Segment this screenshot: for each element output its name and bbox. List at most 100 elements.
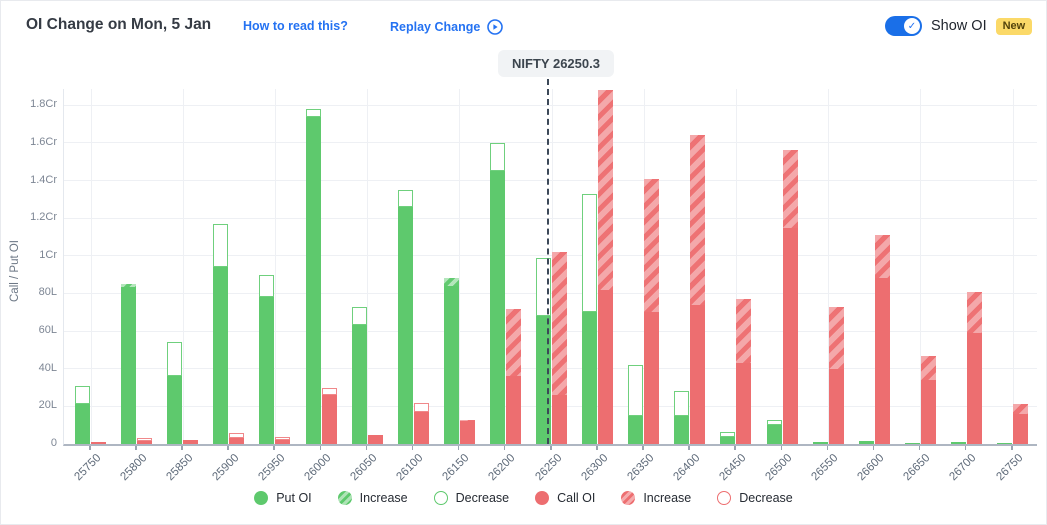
nifty-price-label: NIFTY 26250.3: [498, 50, 614, 77]
x-tick-label: 25950: [256, 452, 288, 484]
call-bar[interactable]: [1013, 404, 1028, 444]
call-bar[interactable]: [321, 387, 337, 444]
x-tick: [734, 446, 736, 450]
put-decrease-segment: [766, 419, 782, 426]
call-oi-segment: [505, 376, 521, 444]
put-bar[interactable]: [766, 419, 782, 444]
x-tick-label: 25850: [164, 452, 196, 484]
legend-item-red-solid[interactable]: Call OI: [535, 491, 595, 505]
call-bar[interactable]: [874, 235, 890, 444]
legend-label: Increase: [359, 491, 408, 505]
grid-line-v: [1012, 89, 1014, 444]
put-bar[interactable]: [858, 441, 874, 444]
call-bar[interactable]: [367, 434, 383, 444]
replay-change-link[interactable]: Replay Change: [390, 19, 504, 35]
put-oi-segment: [351, 325, 367, 444]
call-bar[interactable]: [183, 440, 199, 444]
put-bar[interactable]: [904, 443, 920, 444]
call-increase-segment: [552, 252, 567, 396]
grid-line-v: [459, 89, 461, 444]
call-bar[interactable]: [137, 438, 153, 444]
call-bar[interactable]: [828, 306, 844, 444]
x-tick-label: 26000: [302, 452, 334, 484]
x-tick: [964, 446, 967, 450]
put-bar[interactable]: [628, 364, 644, 444]
call-increase-segment: [920, 355, 936, 381]
hatched-circle-icon: [337, 491, 352, 505]
put-bar[interactable]: [351, 306, 367, 444]
legend-item-green-outline[interactable]: Decrease: [433, 491, 509, 505]
call-increase-segment: [736, 299, 752, 364]
legend-item-green-hatch[interactable]: Increase: [337, 491, 408, 505]
put-bar[interactable]: [121, 284, 137, 444]
x-tick-label: 26700: [947, 452, 979, 484]
legend-item-green-solid[interactable]: Put OI: [254, 491, 312, 505]
put-decrease-segment: [628, 364, 644, 416]
put-bar[interactable]: [397, 189, 413, 444]
call-bar[interactable]: [229, 432, 245, 444]
x-tick-label: 25750: [71, 452, 103, 484]
call-oi-segment: [598, 289, 614, 444]
call-oi-segment: [782, 227, 798, 444]
call-bar[interactable]: [644, 178, 660, 444]
call-bar[interactable]: [275, 436, 291, 444]
x-tick: [826, 446, 829, 450]
legend-item-red-outline[interactable]: Decrease: [717, 491, 793, 505]
show-oi-label: Show OI: [931, 18, 987, 34]
call-increase-segment: [874, 235, 890, 279]
put-bar[interactable]: [213, 223, 229, 444]
put-bar[interactable]: [259, 274, 275, 444]
put-oi-segment: [213, 267, 229, 444]
put-bar[interactable]: [950, 442, 966, 444]
put-oi-segment: [489, 171, 505, 444]
x-tick-label: 26600: [855, 452, 887, 484]
put-oi-segment: [674, 415, 690, 444]
y-tick-label: 20L: [38, 399, 57, 412]
y-tick-label: 0: [50, 437, 57, 449]
put-bar[interactable]: [582, 193, 598, 444]
show-oi-toggle[interactable]: ✓: [885, 16, 922, 36]
legend-item-red-hatch[interactable]: Increase: [621, 491, 691, 505]
put-bar[interactable]: [720, 431, 736, 444]
call-bar[interactable]: [920, 355, 936, 444]
call-bar[interactable]: [690, 135, 706, 444]
put-oi-segment: [121, 286, 137, 444]
put-bar[interactable]: [167, 342, 183, 444]
put-oi-segment: [305, 116, 321, 444]
call-increase-segment: [828, 306, 844, 369]
put-bar[interactable]: [812, 441, 828, 444]
x-tick-label: 26550: [809, 452, 841, 484]
new-badge: New: [995, 17, 1033, 35]
call-bar[interactable]: [736, 299, 752, 444]
call-decrease-segment: [275, 436, 291, 441]
call-bar[interactable]: [966, 291, 982, 444]
put-bar[interactable]: [674, 391, 690, 444]
put-decrease-segment: [167, 342, 183, 377]
put-increase-segment: [121, 284, 137, 287]
grid-line-v: [90, 89, 92, 444]
chart-legend: Put OI Increase Decrease Call OI Increase Dec…: [1, 491, 1046, 505]
y-tick-label: 1.8Cr: [30, 98, 57, 111]
call-bar[interactable]: [413, 402, 429, 444]
put-bar[interactable]: [489, 142, 505, 444]
call-oi-segment: [229, 438, 245, 444]
put-bar[interactable]: [305, 109, 321, 444]
put-bar[interactable]: [997, 443, 1012, 444]
filled-circle-icon: [254, 491, 269, 505]
put-bar[interactable]: [443, 278, 459, 444]
call-bar[interactable]: [91, 442, 106, 444]
play-icon[interactable]: [487, 19, 504, 35]
call-bar[interactable]: [552, 252, 567, 444]
grid-line-v: [367, 89, 369, 444]
x-tick-label: 26450: [717, 452, 749, 484]
call-bar[interactable]: [459, 419, 475, 444]
call-bar[interactable]: [505, 308, 521, 444]
call-bar[interactable]: [598, 90, 614, 444]
grid-line-v: [735, 89, 737, 444]
put-bar[interactable]: [75, 385, 90, 444]
put-oi-segment: [259, 297, 275, 444]
put-oi-segment: [766, 425, 782, 444]
call-bar[interactable]: [782, 150, 798, 444]
how-to-read-link[interactable]: How to read this?: [243, 19, 348, 33]
